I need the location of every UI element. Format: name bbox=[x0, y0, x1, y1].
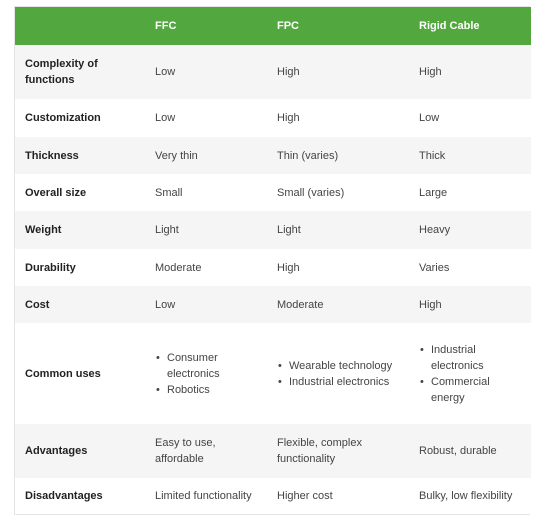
table-cell: Heavy bbox=[419, 224, 451, 236]
table-cell: Light bbox=[155, 224, 179, 236]
table-cell: High bbox=[277, 261, 300, 274]
table-cell: Light bbox=[277, 224, 301, 236]
table-row: Overall size Small Small (varies) Large bbox=[15, 174, 531, 211]
table-cell: Bulky, low flexibility bbox=[419, 490, 513, 502]
list-item: Robotics bbox=[156, 382, 257, 398]
row-label: Durability bbox=[25, 261, 76, 274]
table-cell: Thick bbox=[419, 149, 446, 162]
table-cell: Consumer electronics Robotics bbox=[145, 323, 267, 424]
table-cell: Industrial electronics Commercial energy bbox=[409, 323, 531, 424]
row-label: Complexity of functions bbox=[25, 58, 98, 86]
table-row: Cost Low Moderate High bbox=[15, 286, 531, 323]
table-cell: Limited functionality bbox=[155, 490, 252, 502]
table-cell: Moderate bbox=[155, 261, 202, 274]
table-cell: Very thin bbox=[155, 149, 198, 162]
table-cell: Small bbox=[155, 186, 183, 199]
table-cell: Small (varies) bbox=[277, 186, 345, 199]
header-cell-blank bbox=[15, 7, 145, 45]
row-label: Thickness bbox=[25, 149, 79, 162]
table-row: Advantages Easy to use, affordable Flexi… bbox=[15, 424, 531, 478]
row-label: Cost bbox=[25, 298, 50, 311]
table-cell: Thin (varies) bbox=[277, 149, 339, 162]
uses-list: Industrial electronics Commercial energy bbox=[419, 342, 521, 406]
table-cell: Large bbox=[419, 186, 448, 199]
list-item: Commercial energy bbox=[420, 374, 521, 406]
table-row: Thickness Very thin Thin (varies) Thick bbox=[15, 137, 531, 174]
table-cell: Low bbox=[155, 66, 176, 78]
table-cell: High bbox=[419, 66, 442, 78]
list-item: Industrial electronics bbox=[278, 374, 399, 390]
header-cell-ffc: FFC bbox=[155, 20, 177, 32]
table-row: Disadvantages Limited functionality High… bbox=[15, 478, 531, 514]
table-cell: Higher cost bbox=[277, 490, 333, 502]
table-header-row: FFC FPC Rigid Cable bbox=[15, 7, 531, 45]
row-label: Advantages bbox=[25, 445, 88, 457]
row-label: Overall size bbox=[25, 186, 87, 199]
table-cell: Robust, durable bbox=[419, 445, 497, 457]
uses-list: Consumer electronics Robotics bbox=[155, 350, 257, 398]
comparison-table: FFC FPC Rigid Cable Complexity of functi… bbox=[15, 7, 531, 514]
table-row: Weight Light Light Heavy bbox=[15, 211, 531, 249]
table-row: Customization Low High Low bbox=[15, 99, 531, 137]
uses-list: Wearable technology Industrial electroni… bbox=[277, 358, 399, 390]
table-cell: High bbox=[277, 66, 300, 78]
row-label: Customization bbox=[25, 112, 101, 124]
header-cell-rigid-cable: Rigid Cable bbox=[419, 20, 480, 32]
table-cell: Low bbox=[419, 112, 440, 124]
table-cell: Moderate bbox=[277, 298, 324, 311]
table-row: Complexity of functions Low High High bbox=[15, 45, 531, 99]
header-cell-fpc: FPC bbox=[277, 20, 299, 32]
list-item: Consumer electronics bbox=[156, 350, 257, 382]
row-label: Weight bbox=[25, 224, 62, 236]
table-cell: High bbox=[277, 112, 300, 124]
table-cell: Low bbox=[155, 298, 176, 311]
comparison-table-container: FFC FPC Rigid Cable Complexity of functi… bbox=[14, 6, 531, 515]
table-row: Common uses Consumer electronics Robotic… bbox=[15, 323, 531, 424]
table-cell: Varies bbox=[419, 261, 450, 274]
table-cell: Wearable technology Industrial electroni… bbox=[267, 323, 409, 424]
row-label: Common uses bbox=[25, 367, 101, 380]
table-cell: Easy to use, affordable bbox=[155, 437, 216, 465]
table-row: Durability Moderate High Varies bbox=[15, 249, 531, 286]
table-cell: Flexible, complex functionality bbox=[277, 437, 362, 465]
table-cell: Low bbox=[155, 112, 176, 124]
list-item: Wearable technology bbox=[278, 358, 399, 374]
row-label: Disadvantages bbox=[25, 490, 103, 502]
table-cell: High bbox=[419, 298, 442, 311]
list-item: Industrial electronics bbox=[420, 342, 521, 374]
